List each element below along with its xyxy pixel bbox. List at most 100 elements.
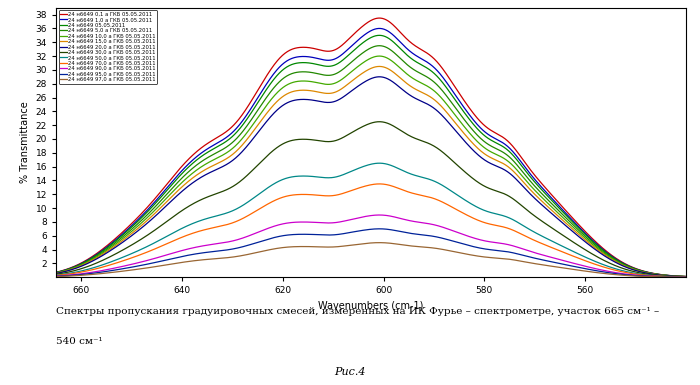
24 н6649 50,0 а ГКБ 05.05.2011 — [52, 273, 60, 277]
24 н6649 5,0 а ГКБ 05.05.2011 — [555, 209, 564, 214]
24 н6649 1,0 а ГКБ 05.05.2011 — [544, 192, 552, 196]
24 н6649 95,0 а ГКБ 05.05.2011 — [375, 226, 384, 231]
Line: 24 н6649 20,0 а ГКБ 05.05.2011: 24 н6649 20,0 а ГКБ 05.05.2011 — [56, 77, 686, 277]
24 н6649 50,0 а ГКБ 05.05.2011 — [682, 275, 690, 279]
24 н6649 15,0 а ГКБ 05.05.2011 — [375, 64, 384, 69]
24 н6649 15,0 а ГКБ 05.05.2011 — [682, 275, 690, 279]
Legend: 24 н6649 0,1 а ГКБ 05.05.2011, 24 н6649 1,0 а ГКБ 05.05.2011, 24 н6649 05.05.201: 24 н6649 0,1 а ГКБ 05.05.2011, 24 н6649 … — [59, 10, 158, 84]
24 н6649 20,0 а ГКБ 05.05.2011 — [307, 97, 315, 102]
24 н6649 15,0 а ГКБ 05.05.2011 — [555, 215, 564, 219]
24 н6649 97,0 а ГКБ 05.05.2011 — [485, 255, 494, 260]
24 н6649 10,0 а ГКБ 05.05.2011 — [544, 201, 552, 206]
24 н6649 20,0 а ГКБ 05.05.2011 — [485, 161, 494, 165]
24 н6649 97,0 а ГКБ 05.05.2011 — [52, 274, 60, 279]
24 н6649 97,0 а ГКБ 05.05.2011 — [555, 265, 564, 270]
24 н6649 97,0 а ГКБ 05.05.2011 — [682, 275, 690, 280]
24 н6649 50,0 а ГКБ 05.05.2011 — [329, 175, 337, 180]
24 н6649 95,0 а ГКБ 05.05.2011 — [116, 267, 125, 271]
24 н6649 0,1 а ГКБ 05.05.2011 — [329, 48, 337, 53]
24 н6649 1,0 а ГКБ 05.05.2011 — [682, 274, 690, 279]
24 н6649 5,0 а ГКБ 05.05.2011 — [329, 72, 337, 77]
24 н6649 1,0 а ГКБ 05.05.2011 — [52, 270, 60, 275]
24 н6649 70,0 а ГКБ 05.05.2011 — [375, 182, 384, 186]
24 н6649 20,0 а ГКБ 05.05.2011 — [544, 208, 552, 213]
24 н6649 50,0 а ГКБ 05.05.2011 — [485, 210, 494, 214]
24 н6649 15,0 а ГКБ 05.05.2011 — [485, 154, 494, 159]
Line: 24 н6649 5,0 а ГКБ 05.05.2011: 24 н6649 5,0 а ГКБ 05.05.2011 — [56, 46, 686, 276]
Line: 24 н6649 0,1 а ГКБ 05.05.2011: 24 н6649 0,1 а ГКБ 05.05.2011 — [56, 18, 686, 276]
24 н6649 90,0 а ГКБ 05.05.2011 — [307, 220, 315, 224]
24 н6649 90,0 а ГКБ 05.05.2011 — [329, 221, 337, 225]
24 н6649 30,0 а ГКБ 05.05.2011 — [682, 275, 690, 279]
24 н6649 1,0 а ГКБ 05.05.2011 — [307, 55, 315, 59]
24 н6649 10,0 а ГКБ 05.05.2011 — [682, 274, 690, 279]
24 н6649 30,0 а ГКБ 05.05.2011 — [116, 249, 125, 254]
24 н6649 5,0 а ГКБ 05.05.2011 — [116, 236, 125, 241]
Line: 24 н6649 10,0 а ГКБ 05.05.2011: 24 н6649 10,0 а ГКБ 05.05.2011 — [56, 56, 686, 276]
24 н6649 50,0 а ГКБ 05.05.2011 — [555, 243, 564, 247]
24 н6649 20,0 а ГКБ 05.05.2011 — [52, 271, 60, 276]
24 н6649 70,0 а ГКБ 05.05.2011 — [52, 273, 60, 278]
24 н6649 0,1 а ГКБ 05.05.2011 — [682, 274, 690, 279]
24 н6649 05.05.2011 — [555, 206, 564, 211]
24 н6649 1,0 а ГКБ 05.05.2011 — [485, 133, 494, 137]
24 н6649 05.05.2011 — [544, 194, 552, 199]
Text: Спектры пропускания градуировочных смесей, измеренных на ИК Фурье – спектрометре: Спектры пропускания градуировочных смесе… — [56, 307, 659, 316]
24 н6649 95,0 а ГКБ 05.05.2011 — [307, 232, 315, 237]
24 н6649 5,0 а ГКБ 05.05.2011 — [375, 44, 384, 48]
24 н6649 0,1 а ГКБ 05.05.2011 — [544, 188, 552, 193]
24 н6649 5,0 а ГКБ 05.05.2011 — [544, 198, 552, 202]
24 н6649 95,0 а ГКБ 05.05.2011 — [682, 275, 690, 280]
24 н6649 1,0 а ГКБ 05.05.2011 — [116, 234, 125, 238]
24 н6649 30,0 а ГКБ 05.05.2011 — [555, 231, 564, 235]
24 н6649 70,0 а ГКБ 05.05.2011 — [485, 222, 494, 226]
24 н6649 05.05.2011 — [52, 270, 60, 275]
24 н6649 5,0 а ГКБ 05.05.2011 — [307, 70, 315, 75]
Line: 24 н6649 50,0 а ГКБ 05.05.2011: 24 н6649 50,0 а ГКБ 05.05.2011 — [56, 163, 686, 277]
Line: 24 н6649 15,0 а ГКБ 05.05.2011: 24 н6649 15,0 а ГКБ 05.05.2011 — [56, 67, 686, 277]
Text: Рис.4: Рис.4 — [335, 367, 365, 377]
24 н6649 90,0 а ГКБ 05.05.2011 — [555, 257, 564, 262]
24 н6649 05.05.2011 — [307, 61, 315, 65]
24 н6649 70,0 а ГКБ 05.05.2011 — [116, 259, 125, 264]
Line: 24 н6649 1,0 а ГКБ 05.05.2011: 24 н6649 1,0 а ГКБ 05.05.2011 — [56, 28, 686, 276]
24 н6649 30,0 а ГКБ 05.05.2011 — [307, 137, 315, 142]
24 н6649 15,0 а ГКБ 05.05.2011 — [116, 240, 125, 244]
24 н6649 97,0 а ГКБ 05.05.2011 — [116, 269, 125, 274]
Text: 540 см⁻¹: 540 см⁻¹ — [56, 338, 103, 346]
24 н6649 95,0 а ГКБ 05.05.2011 — [544, 259, 552, 263]
24 н6649 97,0 а ГКБ 05.05.2011 — [544, 263, 552, 268]
24 н6649 95,0 а ГКБ 05.05.2011 — [52, 274, 60, 279]
24 н6649 10,0 а ГКБ 05.05.2011 — [52, 271, 60, 275]
24 н6649 10,0 а ГКБ 05.05.2011 — [116, 238, 125, 243]
24 н6649 10,0 а ГКБ 05.05.2011 — [329, 81, 337, 86]
24 н6649 50,0 а ГКБ 05.05.2011 — [116, 256, 125, 261]
24 н6649 50,0 а ГКБ 05.05.2011 — [307, 174, 315, 179]
24 н6649 5,0 а ГКБ 05.05.2011 — [52, 271, 60, 275]
Line: 24 н6649 05.05.2011: 24 н6649 05.05.2011 — [56, 35, 686, 276]
24 н6649 05.05.2011 — [485, 137, 494, 141]
24 н6649 90,0 а ГКБ 05.05.2011 — [485, 239, 494, 244]
24 н6649 30,0 а ГКБ 05.05.2011 — [52, 272, 60, 276]
Y-axis label: % Transmittance: % Transmittance — [20, 102, 30, 183]
24 н6649 20,0 а ГКБ 05.05.2011 — [555, 218, 564, 223]
24 н6649 0,1 а ГКБ 05.05.2011 — [307, 45, 315, 50]
24 н6649 0,1 а ГКБ 05.05.2011 — [52, 270, 60, 275]
24 н6649 90,0 а ГКБ 05.05.2011 — [544, 254, 552, 259]
24 н6649 70,0 а ГКБ 05.05.2011 — [329, 193, 337, 198]
Line: 24 н6649 30,0 а ГКБ 05.05.2011: 24 н6649 30,0 а ГКБ 05.05.2011 — [56, 122, 686, 277]
24 н6649 1,0 а ГКБ 05.05.2011 — [555, 204, 564, 209]
24 н6649 10,0 а ГКБ 05.05.2011 — [485, 149, 494, 153]
24 н6649 70,0 а ГКБ 05.05.2011 — [555, 248, 564, 253]
Line: 24 н6649 70,0 а ГКБ 05.05.2011: 24 н6649 70,0 а ГКБ 05.05.2011 — [56, 184, 686, 277]
24 н6649 50,0 а ГКБ 05.05.2011 — [375, 161, 384, 166]
24 н6649 97,0 а ГКБ 05.05.2011 — [307, 244, 315, 249]
24 н6649 70,0 а ГКБ 05.05.2011 — [682, 275, 690, 279]
24 н6649 10,0 а ГКБ 05.05.2011 — [555, 212, 564, 216]
24 н6649 05.05.2011 — [116, 235, 125, 239]
24 н6649 15,0 а ГКБ 05.05.2011 — [544, 204, 552, 209]
Line: 24 н6649 95,0 а ГКБ 05.05.2011: 24 н6649 95,0 а ГКБ 05.05.2011 — [56, 229, 686, 277]
24 н6649 97,0 а ГКБ 05.05.2011 — [329, 244, 337, 249]
24 н6649 90,0 а ГКБ 05.05.2011 — [116, 264, 125, 269]
24 н6649 95,0 а ГКБ 05.05.2011 — [555, 261, 564, 266]
